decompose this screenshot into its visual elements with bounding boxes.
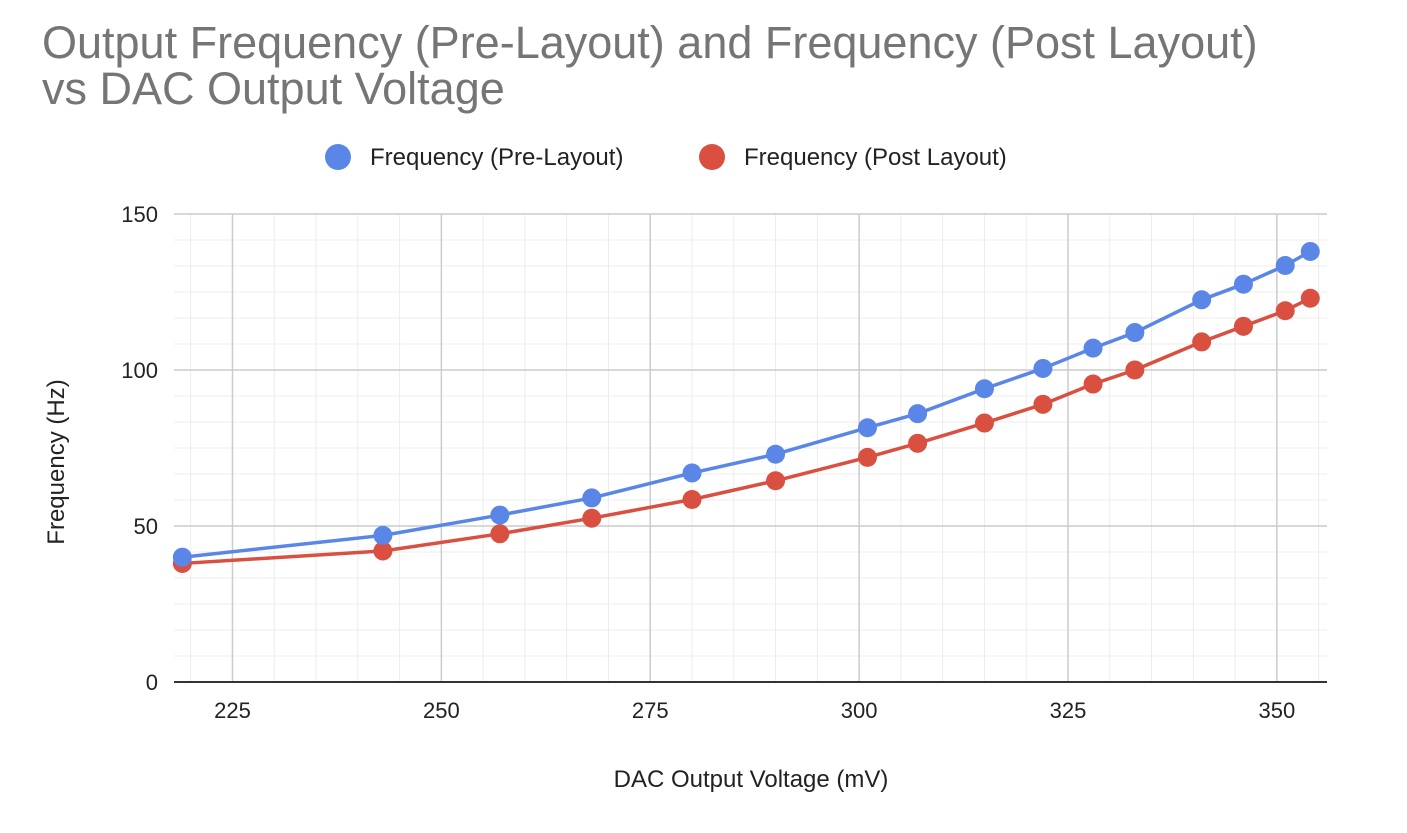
data-point-0 bbox=[974, 379, 994, 399]
data-point-1 bbox=[1033, 394, 1053, 414]
data-point-0 bbox=[908, 404, 928, 424]
y-axis-label: Frequency (Hz) bbox=[43, 379, 70, 544]
data-point-1 bbox=[373, 541, 393, 561]
data-point-0 bbox=[1192, 290, 1212, 310]
legend-label: Frequency (Post Layout) bbox=[744, 144, 1007, 171]
x-tick-label: 350 bbox=[1259, 698, 1296, 723]
data-point-1 bbox=[1300, 288, 1320, 308]
x-axis-label: DAC Output Voltage (mV) bbox=[614, 766, 889, 793]
data-point-0 bbox=[172, 547, 192, 567]
data-point-0 bbox=[1083, 338, 1103, 358]
chart-series bbox=[172, 241, 1320, 573]
data-point-1 bbox=[766, 471, 786, 491]
data-point-0 bbox=[1033, 358, 1053, 378]
x-tick-label: 325 bbox=[1050, 698, 1087, 723]
chart-title-line-2: vs DAC Output Voltage bbox=[42, 63, 505, 114]
data-point-1 bbox=[490, 524, 510, 544]
chart-legend: Frequency (Pre-Layout) Frequency (Post La… bbox=[325, 144, 1007, 171]
y-tick-label: 100 bbox=[121, 358, 158, 383]
data-point-0 bbox=[373, 525, 393, 545]
data-point-0 bbox=[1125, 323, 1145, 343]
legend-marker bbox=[699, 144, 725, 170]
data-point-0 bbox=[766, 444, 786, 464]
data-point-1 bbox=[582, 508, 602, 528]
y-tick-label: 150 bbox=[121, 202, 158, 227]
data-point-0 bbox=[490, 505, 510, 525]
data-point-0 bbox=[1233, 274, 1253, 294]
x-tick-label: 300 bbox=[841, 698, 878, 723]
data-point-0 bbox=[682, 463, 702, 483]
legend-label: Frequency (Pre-Layout) bbox=[370, 144, 623, 171]
data-point-1 bbox=[908, 433, 928, 453]
x-tick-label: 250 bbox=[423, 698, 460, 723]
chart-title: Output Frequency (Pre-Layout) and Freque… bbox=[42, 20, 1372, 112]
data-point-0 bbox=[582, 488, 602, 508]
chart-axes: 225 250 275 300 325 350 0 50 100 150 bbox=[121, 202, 1327, 723]
series-line-1 bbox=[182, 296, 1312, 566]
data-point-1 bbox=[974, 413, 994, 433]
x-tick-label: 225 bbox=[214, 698, 251, 723]
data-point-1 bbox=[1083, 374, 1103, 394]
x-tick-label: 275 bbox=[632, 698, 669, 723]
data-point-1 bbox=[682, 489, 702, 509]
data-point-1 bbox=[857, 447, 877, 467]
data-point-1 bbox=[1192, 332, 1212, 352]
legend-marker bbox=[325, 144, 351, 170]
data-point-0 bbox=[857, 418, 877, 438]
series-line-0 bbox=[182, 249, 1312, 559]
data-point-1 bbox=[1233, 316, 1253, 336]
data-point-0 bbox=[1300, 241, 1320, 261]
y-tick-label: 50 bbox=[134, 514, 158, 539]
chart-grid bbox=[174, 213, 1327, 682]
data-point-1 bbox=[1275, 301, 1295, 321]
y-tick-label: 0 bbox=[146, 670, 158, 695]
data-point-1 bbox=[1125, 360, 1145, 380]
data-point-0 bbox=[1275, 255, 1295, 275]
chart-title-line-1: Output Frequency (Pre-Layout) and Freque… bbox=[42, 17, 1258, 68]
